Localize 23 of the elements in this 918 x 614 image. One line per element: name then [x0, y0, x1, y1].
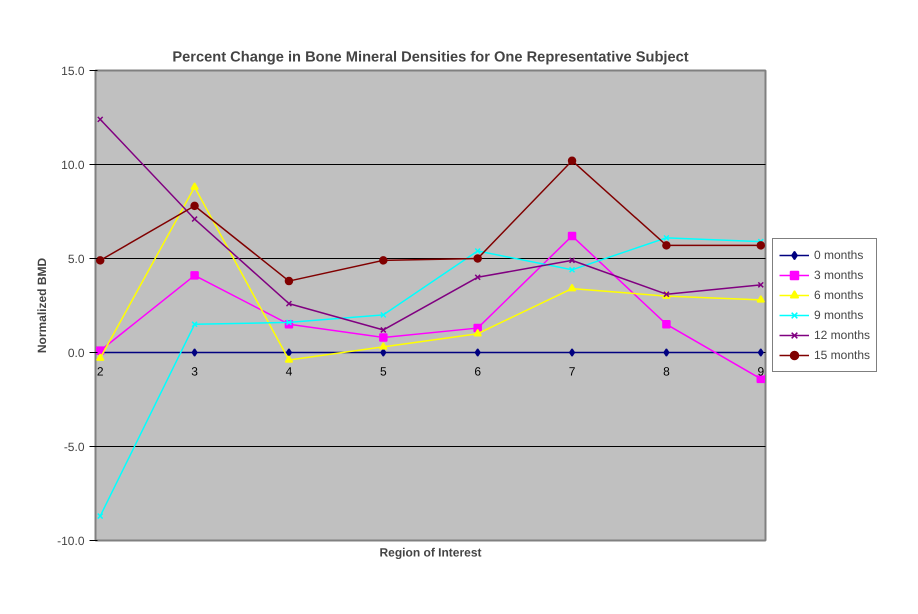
legend-label: 12 months [814, 328, 870, 342]
legend-label: 3 months [814, 268, 864, 282]
chart-title: Percent Change in Bone Mineral Densities for One Representative Subject [172, 50, 689, 66]
x-tick-label: 8 [663, 364, 670, 378]
y-tick-label: 10.0 [61, 158, 85, 172]
x-tick-label: 2 [96, 364, 104, 378]
y-tick-label: 15.0 [61, 64, 85, 78]
y-tick-label: 0.0 [68, 346, 85, 360]
x-tick-label: 6 [474, 364, 482, 378]
legend-label: 0 months [814, 248, 864, 262]
y-tick-label: -10.0 [57, 534, 85, 548]
y-tick-label: -5.0 [64, 440, 85, 454]
x-tick-label: 4 [286, 364, 293, 378]
legend-label: 15 months [814, 348, 870, 362]
y-axis-title: Normalized BMD [35, 257, 50, 354]
x-tick-label: 5 [380, 364, 387, 378]
x-tick-label: 7 [568, 364, 576, 378]
legend-label: 6 months [814, 288, 864, 302]
x-axis-title: Region of Interest [379, 546, 482, 560]
y-tick-label: 5.0 [68, 252, 85, 266]
x-tick-label: 3 [191, 364, 198, 378]
legend-label: 9 months [814, 308, 864, 322]
x-tick-label: 9 [757, 364, 764, 378]
